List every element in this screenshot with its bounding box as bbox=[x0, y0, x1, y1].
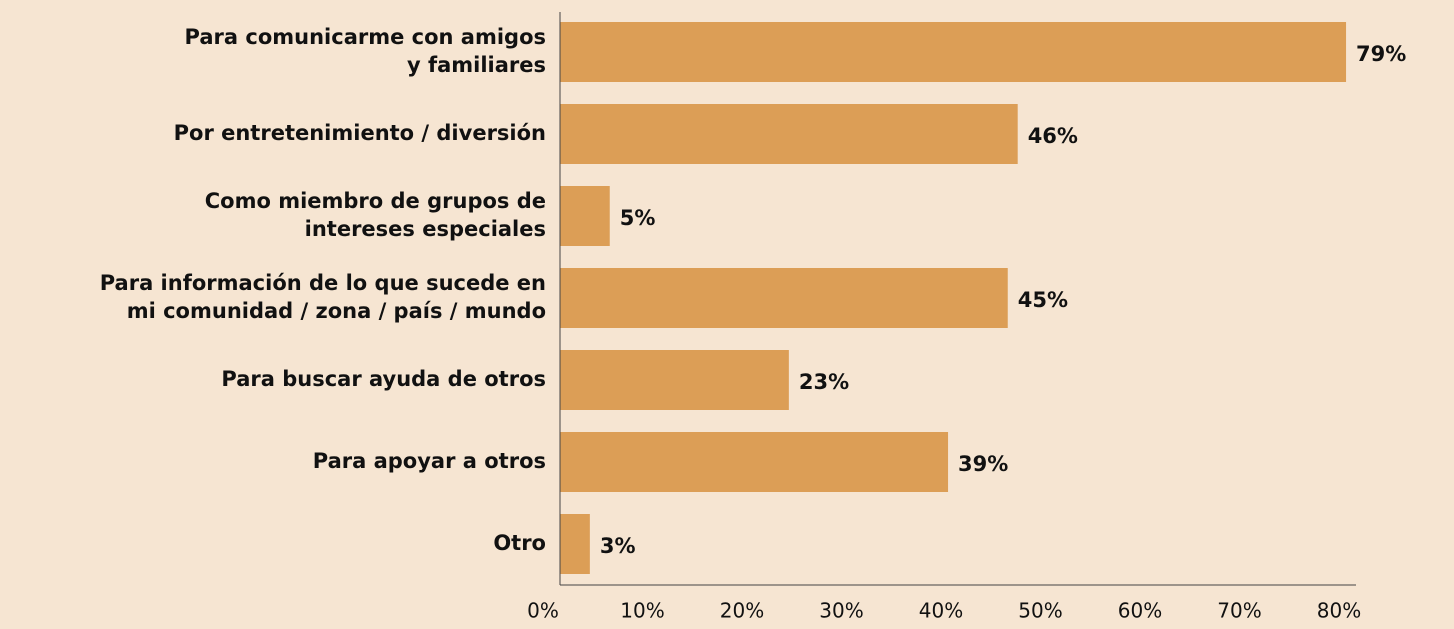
x-tick-label: 10% bbox=[620, 599, 664, 623]
category-label: Como miembro de grupos de intereses espec… bbox=[205, 189, 546, 241]
bar bbox=[560, 350, 789, 410]
category-line: Otro bbox=[493, 531, 546, 555]
bar bbox=[560, 104, 1018, 164]
category-label: Para comunicarme con amigos y familiares bbox=[185, 25, 546, 77]
value-label: 79% bbox=[1356, 42, 1406, 66]
category-line: Para información de lo que sucede en bbox=[100, 271, 546, 295]
category-label: Para apoyar a otros bbox=[313, 449, 546, 473]
value-label: 23% bbox=[799, 370, 849, 394]
value-label: 5% bbox=[620, 206, 656, 230]
category-line: mi comunidad / zona / país / mundo bbox=[127, 299, 546, 323]
category-line: y familiares bbox=[407, 53, 546, 77]
x-tick-label: 30% bbox=[819, 599, 863, 623]
category-line: Para comunicarme con amigos bbox=[185, 25, 546, 49]
value-label: 45% bbox=[1018, 288, 1068, 312]
value-label: 46% bbox=[1028, 124, 1078, 148]
category-label: Otro bbox=[493, 531, 546, 555]
category-label: Para información de lo que sucede en mi c… bbox=[100, 271, 546, 323]
x-tick-label: 20% bbox=[720, 599, 764, 623]
x-tick-label: 40% bbox=[919, 599, 963, 623]
x-tick-label: 80% bbox=[1317, 599, 1361, 623]
bar bbox=[560, 186, 610, 246]
bar bbox=[560, 268, 1008, 328]
x-tick-label: 70% bbox=[1217, 599, 1261, 623]
x-tick-label: 50% bbox=[1018, 599, 1062, 623]
category-label: Por entretenimiento / diversión bbox=[174, 121, 546, 145]
category-line: intereses especiales bbox=[305, 217, 546, 241]
category-line: Para buscar ayuda de otros bbox=[221, 367, 546, 391]
bar bbox=[560, 514, 590, 574]
category-line: Como miembro de grupos de bbox=[205, 189, 546, 213]
value-label: 3% bbox=[600, 534, 636, 558]
value-label: 39% bbox=[958, 452, 1008, 476]
bar bbox=[560, 22, 1347, 82]
bar bbox=[560, 432, 949, 492]
category-label: Para buscar ayuda de otros bbox=[221, 367, 546, 391]
category-line: Para apoyar a otros bbox=[313, 449, 546, 473]
x-tick-label: 60% bbox=[1118, 599, 1162, 623]
x-tick-label: 0% bbox=[527, 599, 559, 623]
category-line: Por entretenimiento / diversión bbox=[174, 121, 546, 145]
